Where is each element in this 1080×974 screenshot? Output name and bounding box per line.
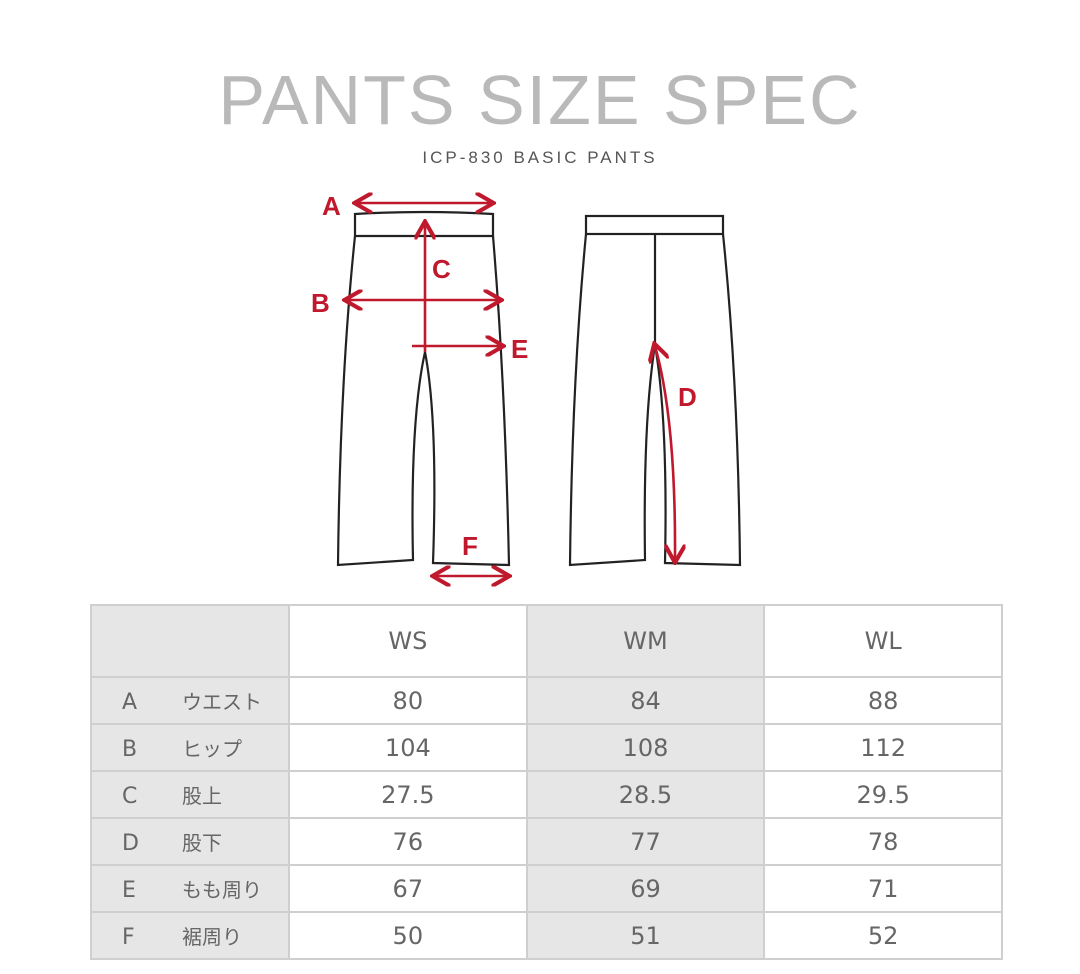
pants-diagram: A B C D E F [311, 191, 742, 600]
row-name: 股上 [182, 784, 222, 808]
row-name: 裾周り [182, 925, 242, 949]
row-name: 股下 [182, 831, 222, 855]
row-key: D [122, 831, 139, 856]
table-cell: 52 [763, 911, 1003, 960]
label-a: A [322, 191, 341, 221]
back-pants-outline [568, 214, 742, 567]
row-label: E もも周り [90, 864, 290, 913]
table-row: F 裾周り 50 51 52 [90, 911, 1003, 960]
table-cell: 28.5 [525, 770, 766, 819]
row-key: C [122, 784, 138, 809]
row-key: F [122, 925, 135, 950]
column-header: WL [763, 604, 1003, 678]
row-label: F 裾周り [90, 911, 290, 960]
table-cell: 69 [525, 864, 766, 913]
table-cell: 108 [525, 723, 766, 772]
column-header: WS [288, 604, 528, 678]
table-cell: 84 [525, 676, 766, 725]
row-key: B [122, 737, 138, 762]
table-cell: 104 [288, 723, 528, 772]
arrow-d [655, 346, 675, 560]
table-cell: 27.5 [288, 770, 528, 819]
row-name: もも周り [182, 878, 262, 902]
measurement-arrows [347, 203, 675, 576]
table-cell: 50 [288, 911, 528, 960]
table-cell: 29.5 [763, 770, 1003, 819]
row-name: ヒップ [182, 737, 242, 761]
table-cell: 112 [763, 723, 1003, 772]
front-pants-outline [336, 210, 511, 567]
row-label: D 股下 [90, 817, 290, 866]
page-title: PANTS SIZE SPEC [218, 61, 862, 139]
table-row: E もも周り 67 69 71 [90, 864, 1003, 913]
row-label: B ヒップ [90, 723, 290, 772]
size-table: WS WM WL A ウエスト 80 84 88 B ヒップ 104 108 112 C 股上 27.5… [90, 604, 1003, 960]
row-name: ウエスト [182, 690, 262, 714]
table-row: D 股下 76 77 78 [90, 817, 1003, 866]
label-c: C [432, 254, 451, 284]
page-subtitle: ICP-830 BASIC PANTS [422, 148, 658, 167]
label-d: D [678, 382, 697, 412]
table-cell: 71 [763, 864, 1003, 913]
label-f: F [462, 531, 478, 561]
column-header: WM [525, 604, 766, 678]
table-cell: 67 [288, 864, 528, 913]
label-e: E [511, 334, 528, 364]
table-cell: 80 [288, 676, 528, 725]
table-cell: 76 [288, 817, 528, 866]
row-key: A [122, 690, 138, 715]
header-corner [90, 604, 290, 678]
label-b: B [311, 288, 330, 318]
table-row: A ウエスト 80 84 88 [90, 676, 1003, 725]
table-cell: 51 [525, 911, 766, 960]
table-header-row: WS WM WL [90, 604, 1003, 678]
row-label: C 股上 [90, 770, 290, 819]
table-row: C 股上 27.5 28.5 29.5 [90, 770, 1003, 819]
row-key: E [122, 878, 136, 903]
table-cell: 77 [525, 817, 766, 866]
table-row: B ヒップ 104 108 112 [90, 723, 1003, 772]
row-label: A ウエスト [90, 676, 290, 725]
table-cell: 78 [763, 817, 1003, 866]
table-cell: 88 [763, 676, 1003, 725]
